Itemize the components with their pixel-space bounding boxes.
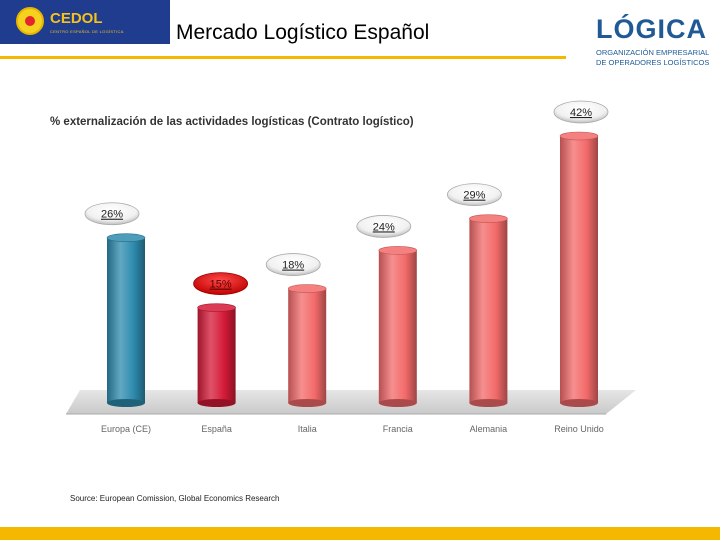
logica-subtitle: ORGANIZACIÓN EMPRESARIAL DE OPERADORES L… (596, 48, 709, 68)
page-title: Mercado Logístico Español (176, 21, 430, 44)
bar-europa-ce (106, 233, 146, 407)
cedol-logo: CEDOL CENTRO ESPAÑOL DE LOGÍSTICA (0, 0, 170, 44)
source-note: Source: European Comission, Global Econo… (70, 494, 280, 503)
svg-text:26%: 26% (101, 209, 123, 221)
data-label: 18% (265, 253, 321, 276)
chart-floor (66, 390, 636, 414)
data-label: 26% (84, 202, 140, 226)
x-tick-label: Reino Unido (554, 424, 604, 434)
svg-text:15%: 15% (210, 279, 232, 291)
svg-text:24%: 24% (373, 221, 395, 233)
bar-francia (378, 246, 418, 407)
data-label: 15% (193, 272, 249, 296)
svg-text:18%: 18% (282, 260, 304, 272)
cedol-emblem-icon (16, 7, 44, 35)
logica-logo: LÓGICA (596, 14, 707, 44)
bar-italia (287, 284, 327, 407)
data-label: 29% (446, 183, 502, 207)
x-tick-label: Alemania (470, 424, 508, 434)
x-tick-label: España (201, 424, 232, 434)
logica-subtitle-line2: DE OPERADORES LOGÍSTICOS (596, 58, 710, 67)
bar-espa-a (197, 303, 236, 407)
x-tick-label: Europa (CE) (101, 424, 151, 434)
cedol-name: CEDOL (50, 10, 103, 27)
x-tick-label: Italia (298, 424, 317, 434)
chart-title: % externalización de las actividades log… (50, 116, 414, 128)
bar-alemania (469, 214, 508, 407)
logica-subtitle-line1: ORGANIZACIÓN EMPRESARIAL (596, 48, 710, 57)
cedol-subtitle: CENTRO ESPAÑOL DE LOGÍSTICA (50, 29, 124, 34)
data-label: 24% (356, 215, 412, 238)
x-tick-label: Francia (383, 424, 413, 434)
svg-text:29%: 29% (463, 190, 485, 202)
title-underline (0, 56, 566, 59)
svg-text:42%: 42% (570, 107, 592, 119)
bar-reino-unido (559, 131, 599, 407)
bottom-bar (0, 527, 720, 540)
data-label: 42% (553, 100, 609, 124)
